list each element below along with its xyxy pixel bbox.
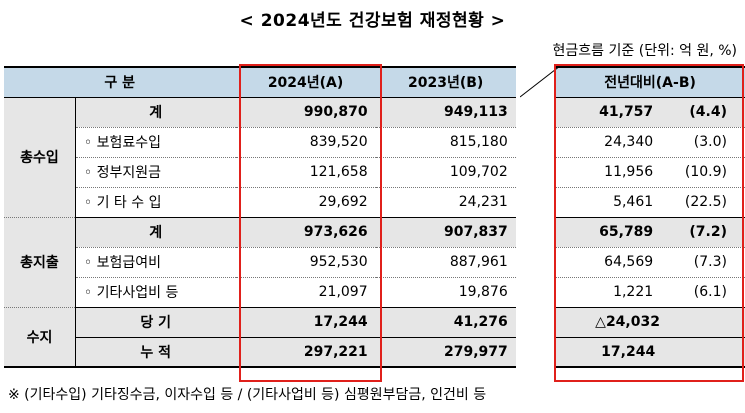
value-2024: 990,870 (235, 97, 376, 128)
value-2023: 19,876 (375, 277, 516, 308)
row-label: 누 적 (75, 337, 236, 368)
diff-percent: (7.3) (693, 254, 727, 270)
value-diff: 65,789 (7.2) (555, 217, 745, 248)
diff-percent: (7.2) (689, 224, 727, 240)
gap-cell (515, 337, 556, 367)
diff-percent: (3.0) (693, 134, 727, 150)
value-2024: 952,530 (235, 247, 376, 278)
table-row: ◦ 보험료수입 839,520 815,180 24,340 (3.0) (4, 127, 745, 158)
table-row: 수지 당 기 17,244 41,276 △24,032 (4, 307, 745, 368)
header-category: 구 분 (4, 66, 236, 98)
diff-amount: 41,757 (599, 104, 654, 120)
value-diff: 41,757 (4.4) (555, 97, 745, 128)
diff-amount: 65,789 (599, 224, 654, 240)
value-2024: 973,626 (235, 217, 376, 248)
table-row: 누 적 297,221 279,977 17,244 (4, 337, 745, 368)
value-diff: 24,340 (3.0) (555, 127, 745, 158)
diff-amount: 24,340 (604, 134, 654, 150)
page-title: < 2024년도 건강보험 재정현황 > (239, 11, 506, 31)
value-2023: 907,837 (375, 217, 516, 248)
row-label: 계 (75, 217, 236, 248)
value-2024: 29,692 (235, 187, 376, 218)
value-diff: 11,956 (10.9) (555, 157, 745, 188)
gap-cell (515, 97, 556, 127)
value-2024: 297,221 (235, 337, 376, 368)
diff-amount: 64,569 (604, 254, 654, 270)
diff-percent: (22.5) (684, 194, 727, 210)
header-row: 구 분 2024년(A) 2023년(B) 전년대비(A-B) (4, 66, 745, 98)
row-label: ◦ 보험급여비 (75, 247, 236, 278)
gap-cell (515, 217, 556, 247)
unit-note: 현금흐름 기준 (단위: 억 원, %) (552, 43, 737, 59)
table-row: 총지출 계 973,626 907,837 65,789 (7.2) (4, 217, 745, 308)
header-diff: 전년대비(A-B) (555, 66, 745, 98)
value-diff: △24,032 (555, 307, 745, 338)
diff-percent: (6.1) (693, 284, 727, 300)
value-diff: 5,461 (22.5) (555, 187, 745, 218)
row-label: 당 기 (75, 307, 236, 338)
value-2024: 121,658 (235, 157, 376, 188)
value-2024: 17,244 (235, 307, 376, 338)
gap-cell (515, 67, 556, 97)
footnote: ※ (기타수입) 기타징수금, 이자수입 등 / (기타사업비 등) 심평원부담… (8, 387, 487, 403)
diff-amount: 1,221 (613, 284, 654, 300)
diff-percent: (10.9) (684, 164, 727, 180)
group-expense: 총지출 (4, 217, 76, 308)
header-2023: 2023년(B) (375, 66, 516, 98)
row-label: ◦ 기 타 수 입 (75, 187, 236, 218)
value-2023: 815,180 (375, 127, 516, 158)
header-2024: 2024년(A) (235, 66, 376, 98)
value-2023: 279,977 (375, 337, 516, 368)
value-diff: 17,244 (555, 337, 745, 368)
value-diff: 1,221 (6.1) (555, 277, 745, 308)
value-2023: 41,276 (375, 307, 516, 338)
connector-line (520, 66, 560, 98)
row-label: ◦ 기타사업비 등 (75, 277, 236, 308)
table-row: 총수입 계 990,870 949,113 41,757 (4.4) (4, 97, 745, 218)
value-2023: 24,231 (375, 187, 516, 218)
value-2024: 839,520 (235, 127, 376, 158)
table-row: ◦ 정부지원금 121,658 109,702 11,956 (10.9) (4, 157, 745, 188)
value-2024: 21,097 (235, 277, 376, 308)
diff-percent: (4.4) (689, 104, 727, 120)
gap-cell (515, 127, 556, 157)
value-2023: 109,702 (375, 157, 516, 188)
gap-cell (515, 247, 556, 277)
table-row: ◦ 기 타 수 입 29,692 24,231 5,461 (22.5) (4, 187, 745, 218)
group-balance: 수지 (4, 307, 76, 368)
value-2023: 949,113 (375, 97, 516, 128)
table-row: ◦ 기타사업비 등 21,097 19,876 1,221 (6.1) (4, 277, 745, 308)
group-income: 총수입 (4, 97, 76, 218)
diff-amount: 5,461 (613, 194, 654, 210)
gap-cell (515, 307, 556, 337)
finance-table: 구 분 2024년(A) 2023년(B) 전년대비(A-B) 총수입 계 99… (4, 66, 745, 368)
gap-cell (515, 277, 556, 307)
gap-cell (515, 187, 556, 217)
row-label: 계 (75, 97, 236, 128)
row-label: ◦ 보험료수입 (75, 127, 236, 158)
diff-amount: 11,956 (604, 164, 654, 180)
table-row: ◦ 보험급여비 952,530 887,961 64,569 (7.3) (4, 247, 745, 278)
value-diff: 64,569 (7.3) (555, 247, 745, 278)
row-label: ◦ 정부지원금 (75, 157, 236, 188)
gap-cell (515, 157, 556, 187)
value-2023: 887,961 (375, 247, 516, 278)
